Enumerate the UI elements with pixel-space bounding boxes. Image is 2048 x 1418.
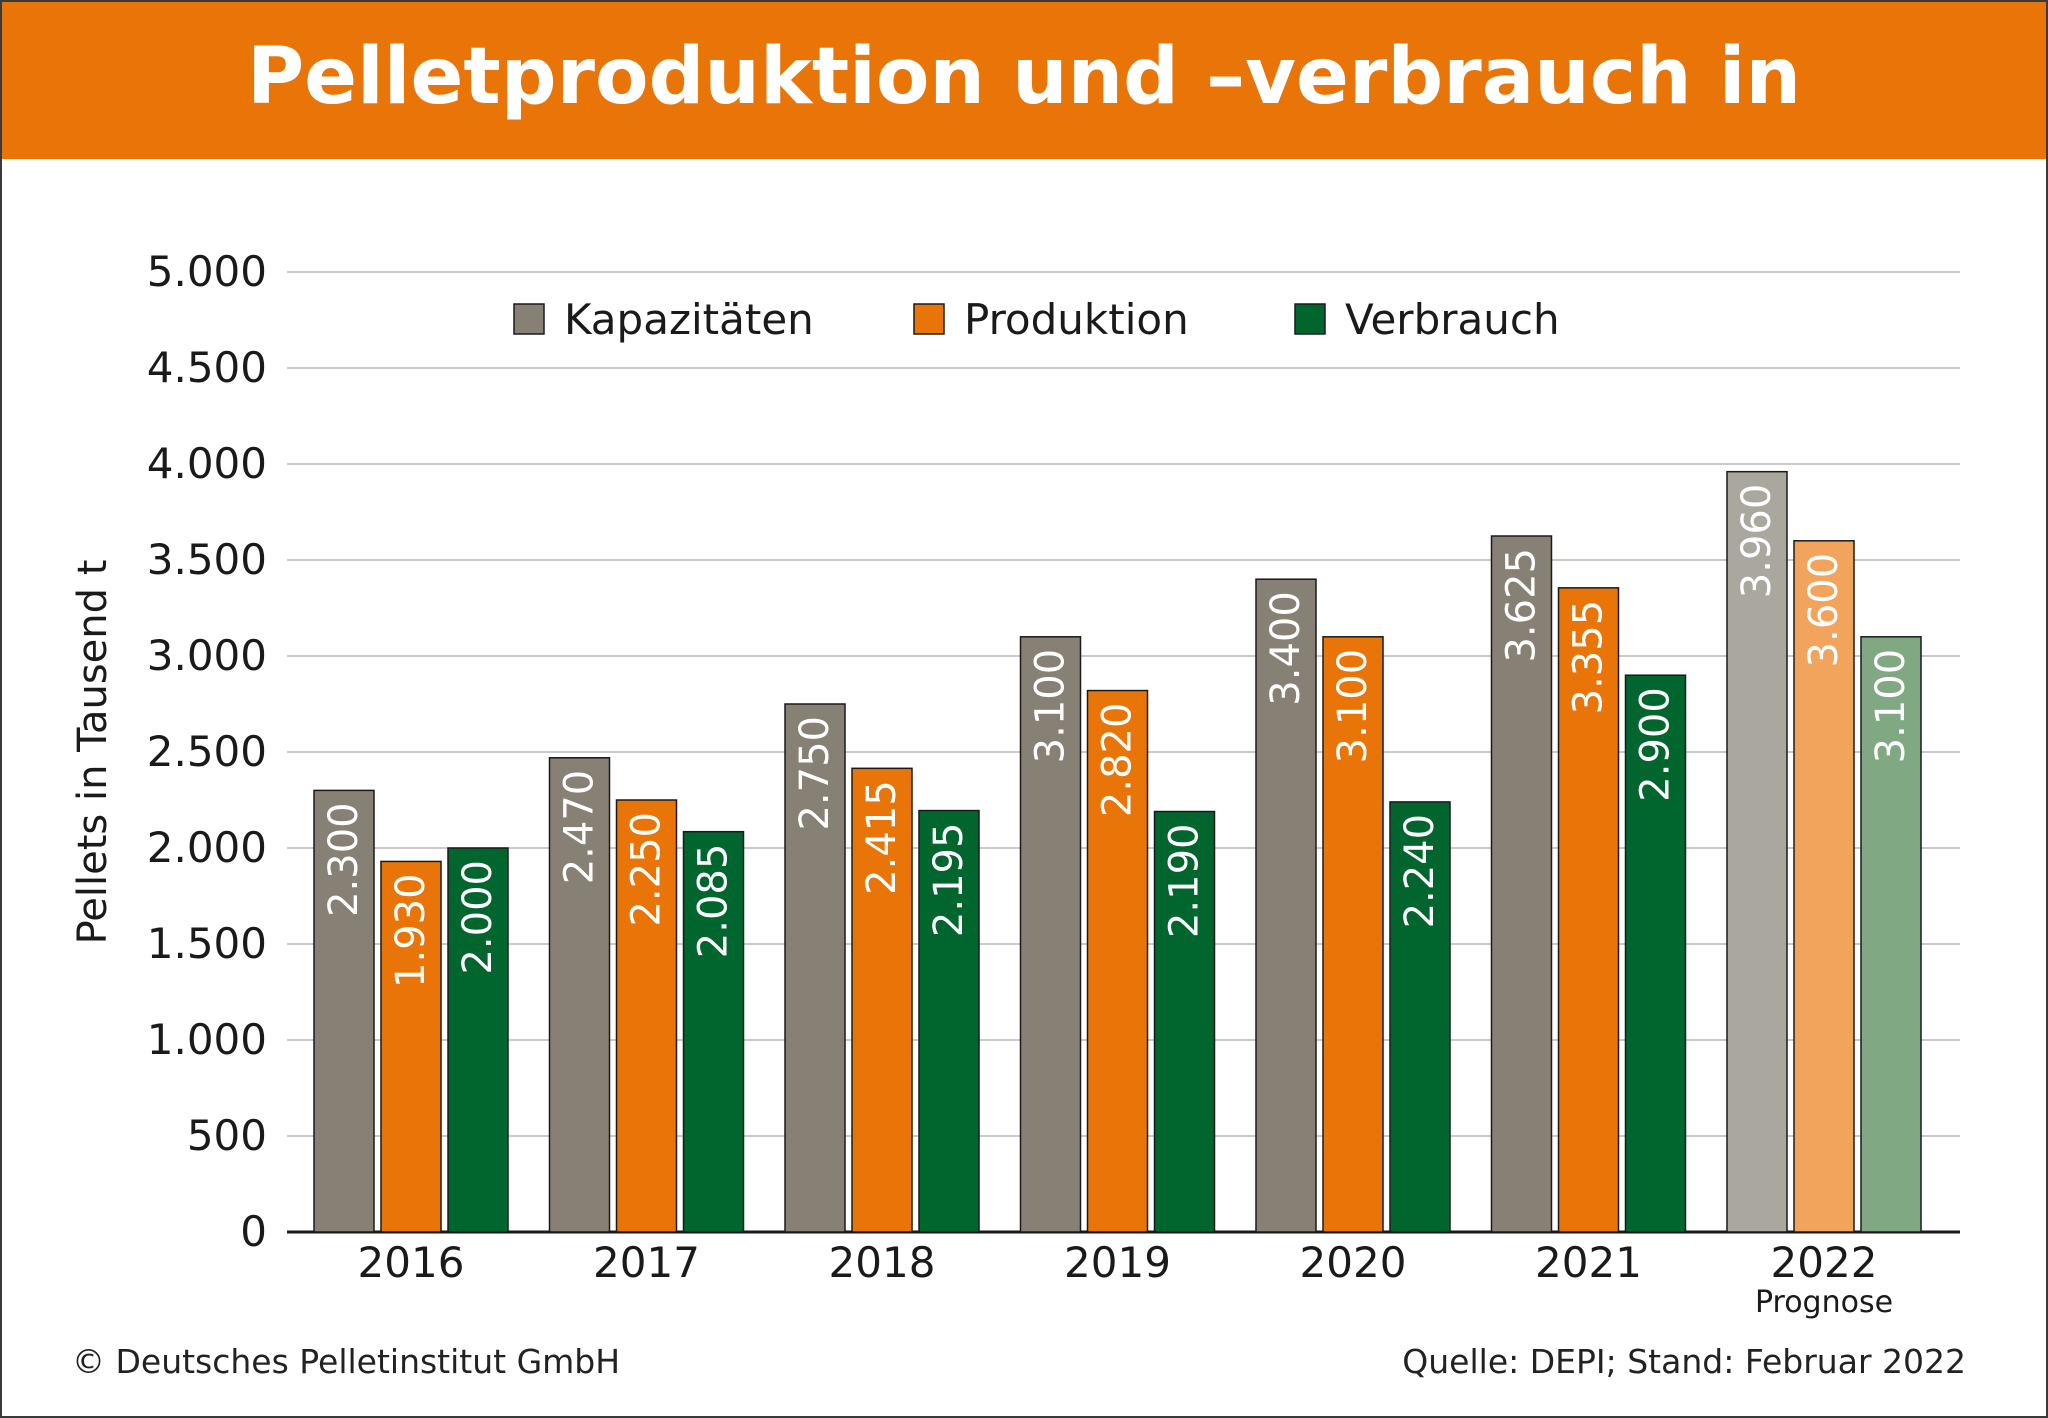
bar-value-label: 3.100 bbox=[1330, 649, 1376, 764]
y-tick-label: 2.000 bbox=[147, 823, 267, 872]
bar-verbrauch-2016 bbox=[447, 847, 509, 1233]
x-tick-label: 2021 bbox=[1535, 1238, 1642, 1287]
bar-value-label: 2.750 bbox=[792, 716, 838, 831]
x-tick-label: 2020 bbox=[1300, 1238, 1407, 1287]
bar-produktion-2019 bbox=[1086, 689, 1149, 1233]
bar-produktion-2021 bbox=[1557, 587, 1620, 1233]
y-tick-label: 500 bbox=[187, 1111, 267, 1160]
legend-swatch-verbrauch bbox=[1294, 303, 1326, 335]
y-axis-ticks: 0 500 1.000 1.500 2.000 2.500 3.000 3.500 4.000 4… bbox=[147, 247, 267, 1256]
bar-value-label: 3.960 bbox=[1734, 484, 1780, 599]
bar-value-label: 2.470 bbox=[557, 770, 603, 885]
bar-value-labels: 2.300 1.930 2.000 2.470 2.250 2.085 2.750 2.415… bbox=[321, 484, 1914, 988]
bar-verbrauch-2020 bbox=[1389, 801, 1451, 1233]
bar-verbrauch-2018 bbox=[918, 809, 980, 1233]
bar-value-label: 3.100 bbox=[1868, 649, 1914, 764]
legend-swatch-produktion bbox=[913, 303, 945, 335]
bar-kapazitaeten-2019 bbox=[1019, 636, 1082, 1233]
bar-kapazitaeten-2022 bbox=[1726, 470, 1788, 1233]
bar-value-label: 2.415 bbox=[859, 780, 905, 895]
y-tick-label: 2.500 bbox=[147, 727, 267, 776]
y-tick-label: 4.000 bbox=[147, 439, 267, 488]
bar-verbrauch-2021 bbox=[1624, 674, 1687, 1233]
legend-label: Produktion bbox=[964, 295, 1189, 344]
y-tick-label: 1.000 bbox=[147, 1015, 267, 1064]
y-tick-label: 3.500 bbox=[147, 535, 267, 584]
legend-label: Kapazitäten bbox=[564, 295, 814, 344]
bar-verbrauch-2022 bbox=[1860, 636, 1922, 1233]
bar-produktion-2016 bbox=[380, 860, 442, 1233]
y-tick-label: 1.500 bbox=[147, 919, 267, 968]
bar-kapazitaeten-2018 bbox=[784, 703, 846, 1233]
bar-value-label: 3.600 bbox=[1801, 553, 1847, 668]
bar-value-label: 2.250 bbox=[624, 812, 670, 927]
bar-kapazitaeten-2021 bbox=[1490, 535, 1553, 1233]
legend: Kapazitäten Produktion Verbrauch bbox=[513, 295, 1560, 344]
bar-value-label: 2.190 bbox=[1162, 824, 1208, 939]
bar-produktion-2018 bbox=[851, 767, 913, 1233]
legend-swatch-kapazitaeten bbox=[513, 303, 545, 335]
y-tick-label: 3.000 bbox=[147, 631, 267, 680]
bar-value-label: 2.195 bbox=[926, 823, 972, 938]
y-tick-label: 0 bbox=[240, 1207, 267, 1256]
bar-value-label: 2.240 bbox=[1397, 814, 1443, 929]
x-tick-label: 2019 bbox=[1064, 1238, 1171, 1287]
x-tick-label: 2022 bbox=[1771, 1238, 1878, 1287]
bar-verbrauch-2017 bbox=[682, 830, 745, 1233]
bar-series bbox=[313, 470, 1922, 1233]
x-tick-label: 2017 bbox=[593, 1238, 700, 1287]
source-note: Quelle: DEPI; Stand: Februar 2022 bbox=[1402, 1342, 1966, 1381]
bar-kapazitaeten-2017 bbox=[548, 757, 611, 1233]
bar-value-label: 2.820 bbox=[1095, 703, 1141, 818]
bar-kapazitaeten-2016 bbox=[313, 789, 375, 1233]
bar-value-label: 2.300 bbox=[321, 802, 367, 917]
bar-value-label: 3.355 bbox=[1566, 600, 1612, 715]
x-tick-label: 2016 bbox=[358, 1238, 465, 1287]
bar-value-label: 2.085 bbox=[691, 844, 737, 959]
copyright-note: © Deutsches Pelletinstitut GmbH bbox=[72, 1342, 621, 1381]
x-tick-label: 2018 bbox=[829, 1238, 936, 1287]
legend-label: Verbrauch bbox=[1345, 295, 1560, 344]
y-tick-label: 5.000 bbox=[147, 247, 267, 296]
bar-produktion-2017 bbox=[615, 799, 678, 1233]
bar-value-label: 3.625 bbox=[1499, 548, 1545, 663]
bar-verbrauch-2019 bbox=[1153, 810, 1216, 1233]
x-tick-sublabel: Prognose bbox=[1755, 1285, 1893, 1320]
y-tick-label: 4.500 bbox=[147, 343, 267, 392]
chart-title: Pelletproduktion und –verbrauch in Deuts… bbox=[246, 32, 1802, 272]
bar-value-label: 2.000 bbox=[455, 860, 501, 975]
y-axis-label: Pellets in Tausend t bbox=[70, 560, 116, 945]
bar-produktion-2020 bbox=[1322, 636, 1384, 1233]
bar-value-label: 1.930 bbox=[388, 873, 434, 988]
bar-value-label: 3.100 bbox=[1028, 649, 1074, 764]
bar-produktion-2022 bbox=[1793, 540, 1855, 1233]
bar-value-label: 3.400 bbox=[1263, 591, 1309, 706]
title-banner bbox=[2, 2, 2046, 159]
bar-kapazitaeten-2020 bbox=[1255, 578, 1317, 1233]
bar-value-label: 2.900 bbox=[1633, 687, 1679, 802]
